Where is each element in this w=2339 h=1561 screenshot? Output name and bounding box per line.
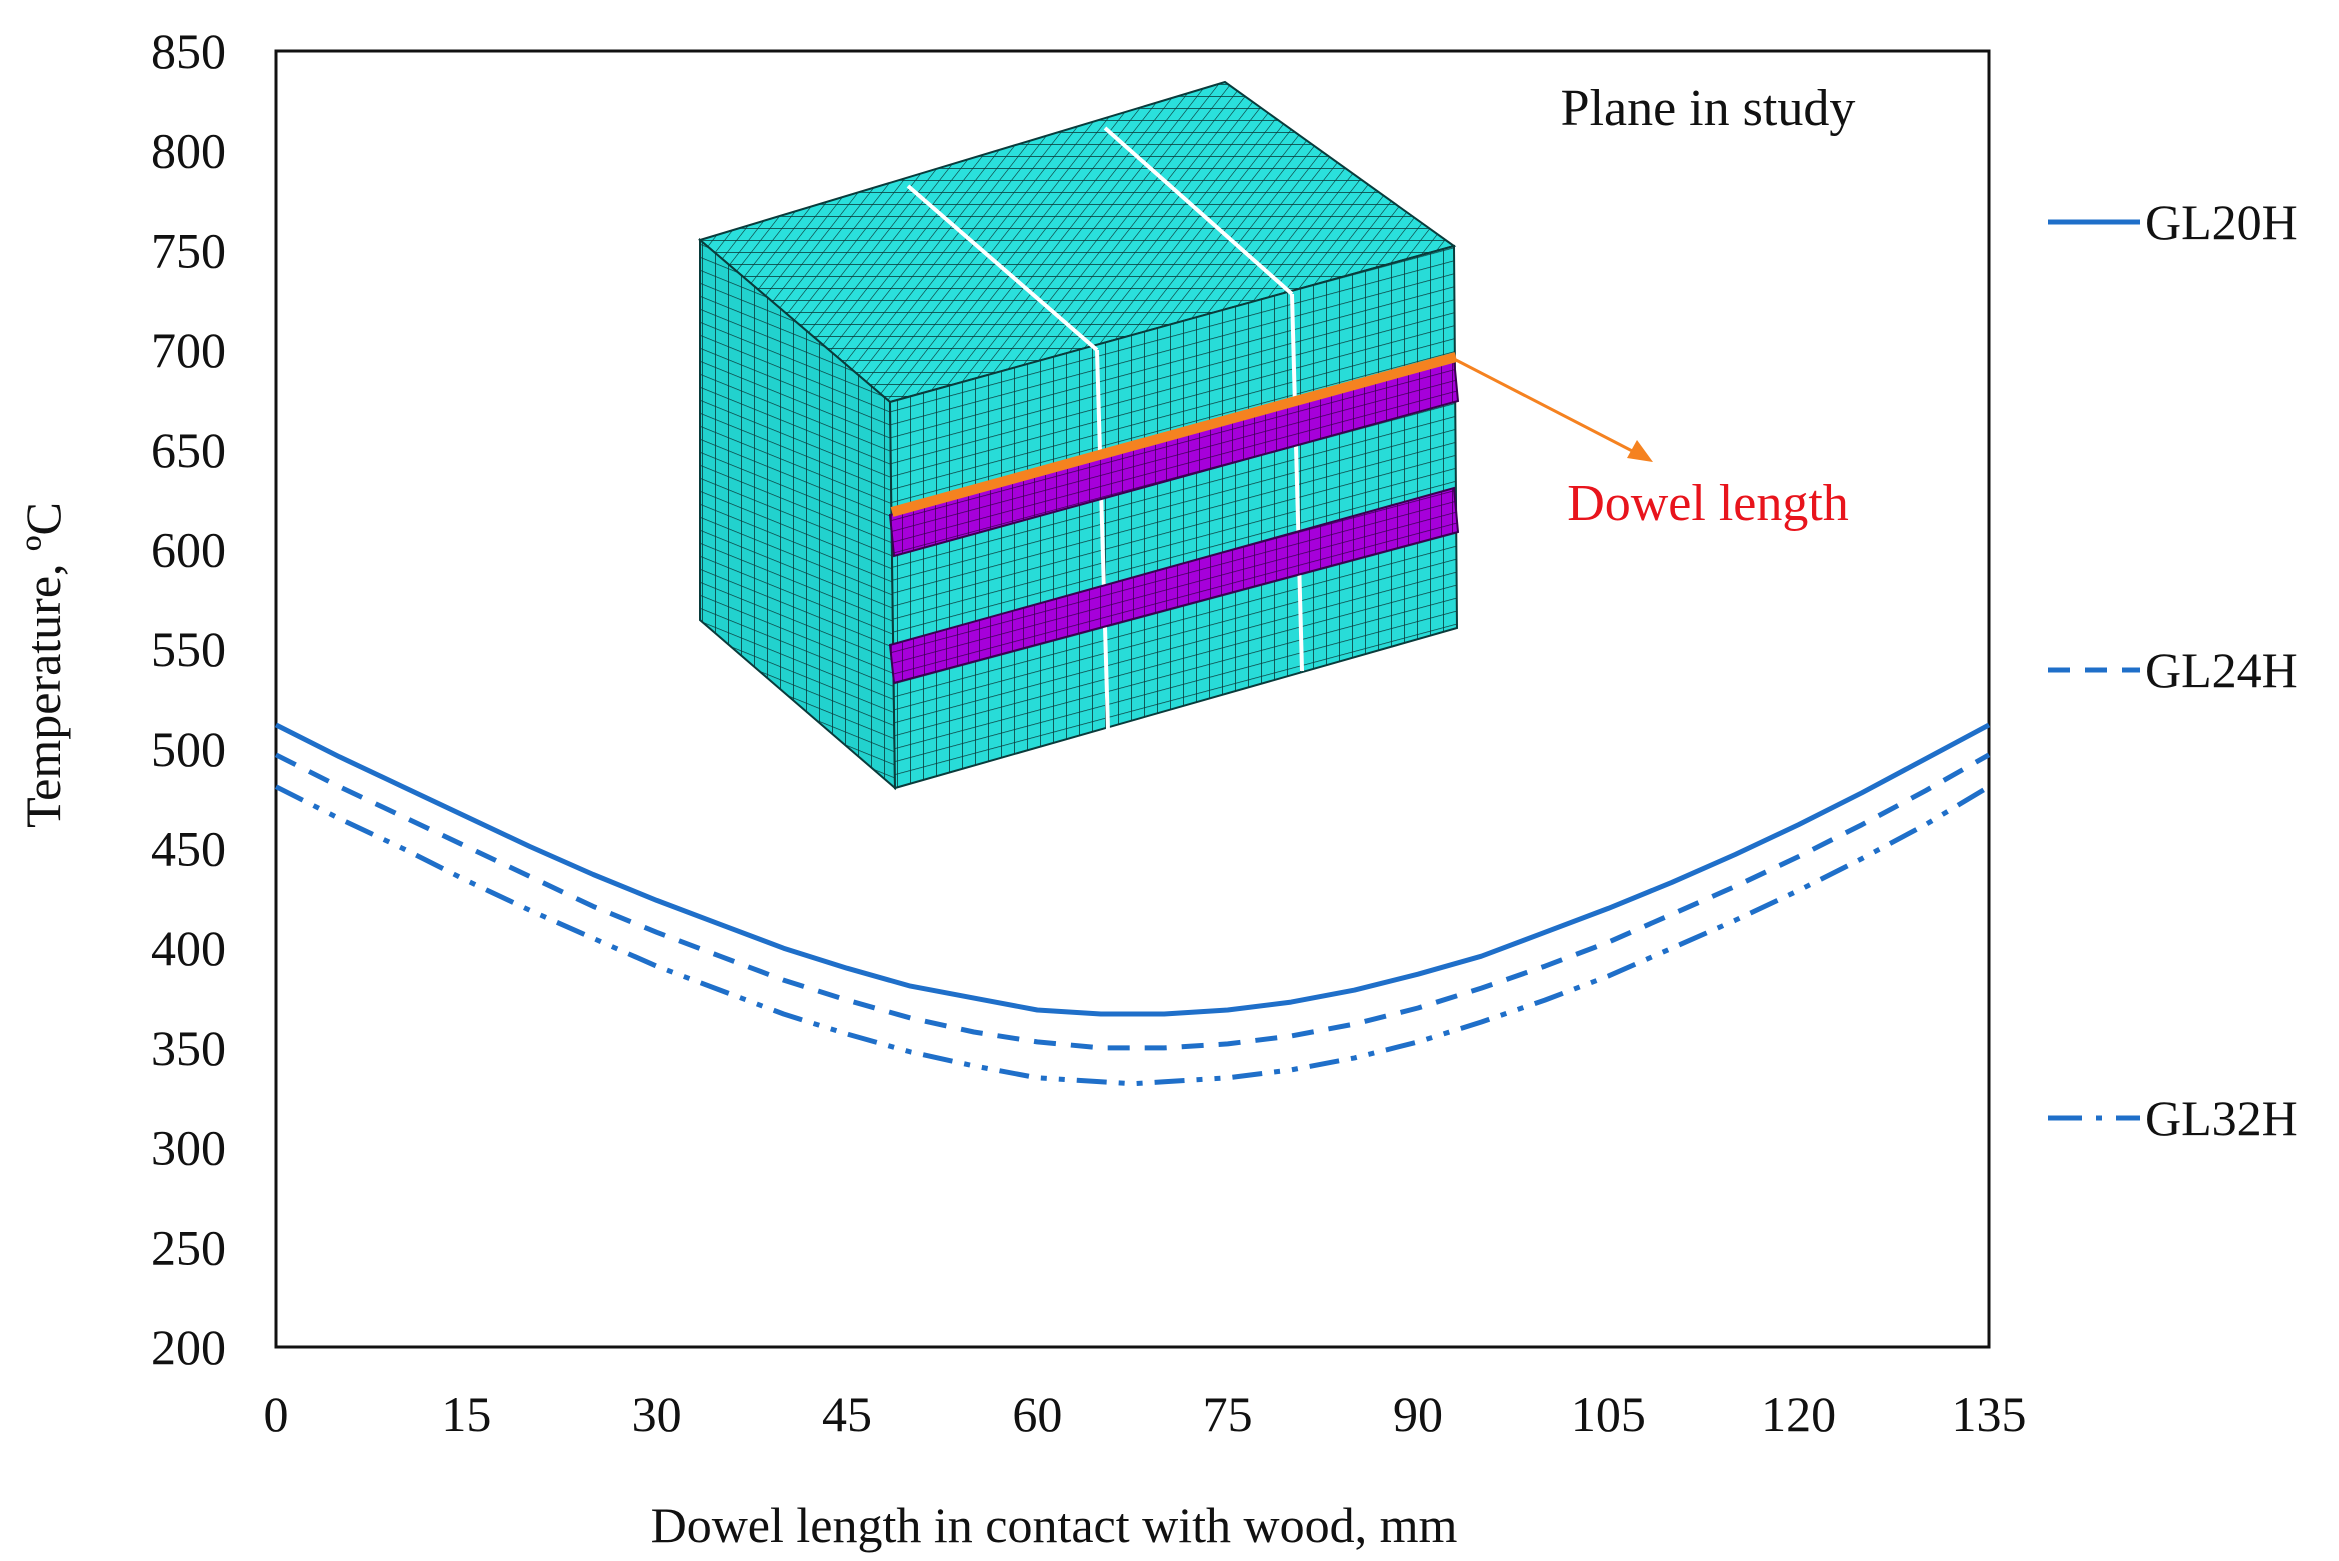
y-tick-label: 850 bbox=[151, 23, 226, 79]
series-lines bbox=[274, 722, 1991, 1087]
y-tick-label: 500 bbox=[151, 721, 226, 777]
y-axis-title: Temperature, ºC bbox=[15, 502, 71, 828]
x-tick-label: 15 bbox=[441, 1386, 491, 1442]
y-tick-label: 550 bbox=[151, 621, 226, 677]
x-axis-ticks: 0 15 30 45 60 75 90 105 120 135 bbox=[264, 1386, 2027, 1442]
dowel-length-arrow-head bbox=[1627, 440, 1653, 462]
legend: GL20H GL24H GL32H bbox=[2048, 194, 2298, 1146]
mesh-seam-line bbox=[1290, 293, 1304, 672]
y-tick-label: 250 bbox=[151, 1219, 226, 1275]
mesh-seam-line bbox=[1095, 349, 1110, 731]
dowel-length-line bbox=[890, 352, 1458, 517]
y-tick-label: 650 bbox=[151, 422, 226, 478]
y-tick-label: 350 bbox=[151, 1020, 226, 1076]
legend-label-gl24h: GL24H bbox=[2145, 642, 2298, 698]
x-tick-label: 90 bbox=[1393, 1386, 1443, 1442]
y-tick-label: 700 bbox=[151, 322, 226, 378]
mesh-seam-line bbox=[1103, 126, 1294, 296]
y-tick-label: 600 bbox=[151, 521, 226, 577]
y-tick-label: 400 bbox=[151, 920, 226, 976]
x-axis-title: Dowel length in contact with wood, mm bbox=[651, 1497, 1458, 1553]
series-line-gl20h bbox=[274, 722, 1991, 1017]
inset-label: Dowel length bbox=[1567, 475, 1849, 532]
inset-title: Plane in study bbox=[1561, 80, 1856, 137]
y-tick-label: 800 bbox=[151, 123, 226, 179]
dowel-length-arrow-line bbox=[1455, 358, 1641, 457]
y-tick-label: 750 bbox=[151, 222, 226, 278]
mesh-seam-line bbox=[906, 184, 1099, 352]
plot-area bbox=[274, 49, 1991, 1349]
x-tick-label: 60 bbox=[1012, 1386, 1062, 1442]
x-tick-label: 30 bbox=[632, 1386, 682, 1442]
y-axis-ticks: 200 250 300 350 400 450 500 550 600 650 700 750 800 8… bbox=[151, 23, 226, 1375]
series-line-gl32h bbox=[274, 784, 1991, 1087]
x-tick-label: 135 bbox=[1952, 1386, 2027, 1442]
y-tick-label: 200 bbox=[151, 1319, 226, 1375]
x-tick-label: 45 bbox=[822, 1386, 872, 1442]
y-tick-label: 450 bbox=[151, 821, 226, 877]
legend-label-gl32h: GL32H bbox=[2145, 1090, 2298, 1146]
x-tick-label: 75 bbox=[1203, 1386, 1253, 1442]
series-line-gl24h bbox=[274, 752, 1991, 1051]
x-tick-label: 0 bbox=[264, 1386, 289, 1442]
dowel-lower bbox=[888, 486, 1460, 685]
y-tick-label: 300 bbox=[151, 1120, 226, 1176]
x-tick-label: 120 bbox=[1761, 1386, 1836, 1442]
inset-mesh-model bbox=[697, 80, 1653, 791]
legend-label-gl20h: GL20H bbox=[2145, 194, 2298, 250]
x-tick-label: 105 bbox=[1571, 1386, 1646, 1442]
